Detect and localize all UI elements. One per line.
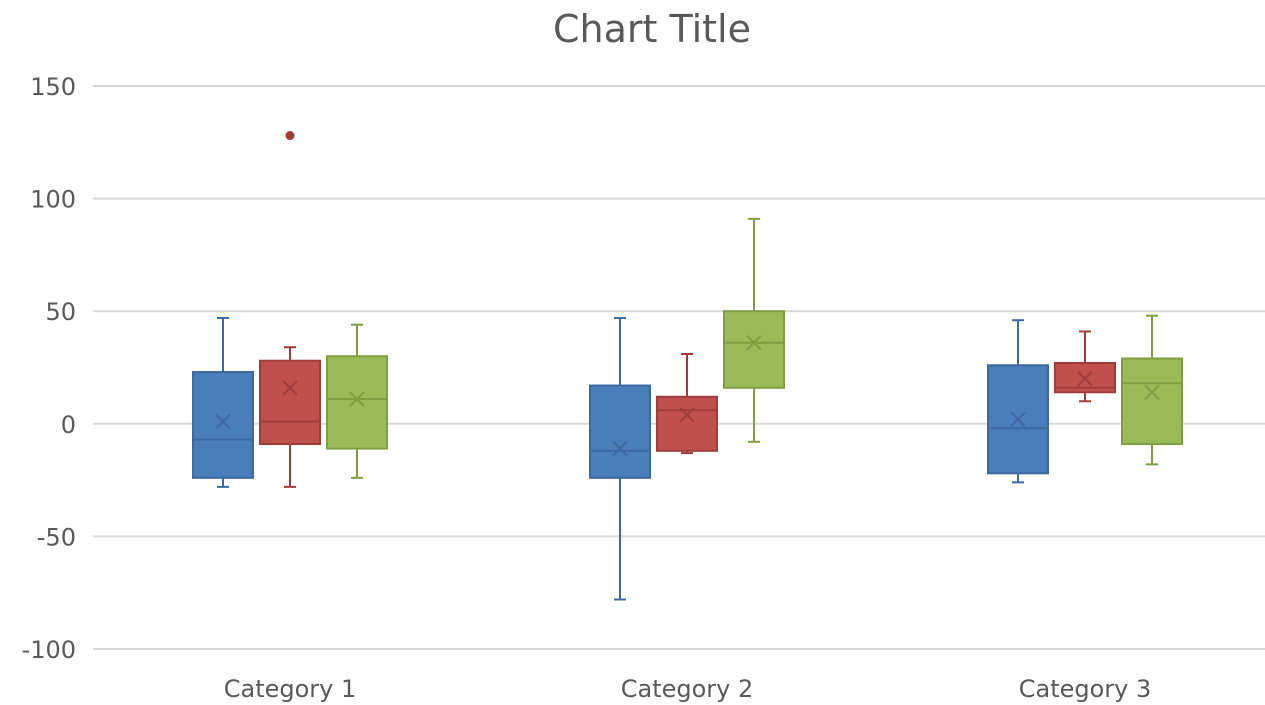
box-iqr xyxy=(259,359,321,446)
box-series-group xyxy=(326,217,1183,479)
box-iqr xyxy=(326,355,388,450)
box-series xyxy=(192,131,1183,601)
x-axis-category-labels: Category 1 Category 2 Category 3 xyxy=(224,675,1152,703)
mean-marker xyxy=(612,440,628,457)
chart-title: Chart Title xyxy=(553,7,751,51)
box-iqr xyxy=(723,310,785,389)
mean-marker xyxy=(215,413,231,430)
mean-marker xyxy=(679,407,695,423)
mean-marker xyxy=(1077,371,1093,387)
x-category-label: Category 3 xyxy=(1019,675,1152,703)
box-series-group xyxy=(192,316,1049,601)
y-tick-label: -100 xyxy=(22,636,76,664)
mean-marker xyxy=(282,380,298,396)
box-iqr xyxy=(656,395,718,452)
box-iqr xyxy=(192,371,254,479)
box-plot-item xyxy=(987,319,1049,484)
box-plot-item xyxy=(723,217,785,443)
mean-marker xyxy=(349,391,365,407)
mean-marker xyxy=(1010,411,1026,428)
box-iqr xyxy=(589,384,651,479)
y-tick-label: -50 xyxy=(37,523,76,551)
outlier-point xyxy=(285,131,295,141)
y-tick-label: 50 xyxy=(45,298,76,326)
box-plot-item xyxy=(192,316,254,488)
mean-marker xyxy=(1144,384,1160,400)
box-plot-item xyxy=(1121,314,1183,466)
box-plot-item xyxy=(326,323,388,479)
box-plot-item xyxy=(1054,330,1116,403)
box-iqr xyxy=(1121,357,1183,446)
x-category-label: Category 2 xyxy=(621,675,754,703)
y-tick-label: 100 xyxy=(30,186,76,214)
box-plot-item xyxy=(589,316,651,601)
box-plot-item xyxy=(656,352,718,455)
y-tick-label: 0 xyxy=(61,411,76,439)
x-category-label: Category 1 xyxy=(224,675,357,703)
box-plot-item xyxy=(259,131,321,488)
y-tick-label: 150 xyxy=(30,73,76,101)
box-series-group xyxy=(259,131,1116,488)
y-axis-tick-labels: 150 100 50 0 -50 -100 xyxy=(22,73,76,664)
mean-marker xyxy=(746,335,762,351)
